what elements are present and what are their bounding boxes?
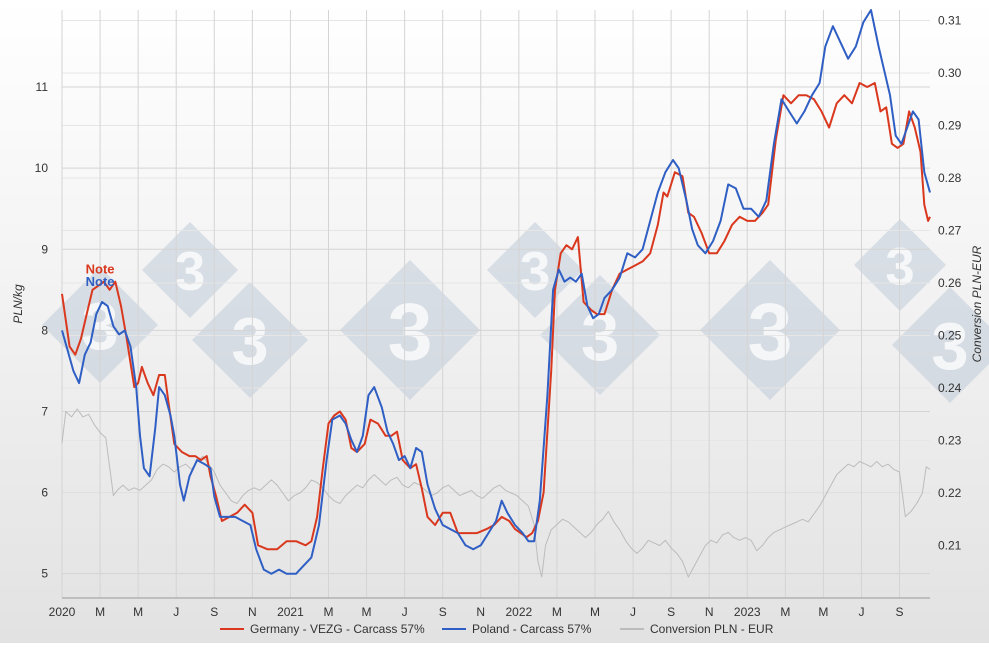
watermark-tile: 3 (892, 287, 989, 403)
x-tick-label: S (439, 605, 447, 619)
x-tick-label: N (705, 605, 714, 619)
x-tick-label: S (896, 605, 904, 619)
y-tick-label-right: 0.27 (938, 224, 962, 238)
watermark-glyph: 3 (231, 304, 268, 379)
watermark-tile: 3 (142, 222, 238, 318)
x-tick-label: M (362, 605, 372, 619)
x-tick-label: M (590, 605, 600, 619)
y-tick-label-left: 11 (36, 80, 49, 94)
watermark-diamond (192, 282, 308, 398)
axis-layer: 5 6 7 8 9 10 11 0.21 0.22 0.23 0.24 0.25 0.26 0.27 0.2… (11, 14, 984, 620)
x-tick-label: 2023 (734, 605, 761, 619)
x-tick-label: M (323, 605, 333, 619)
x-tick-label: M (95, 605, 105, 619)
series-line-0 (61, 82, 931, 551)
y-tick-label-left: 6 (41, 486, 48, 500)
watermark-diamond (487, 222, 583, 318)
y-tick-label-right: 0.26 (938, 276, 962, 290)
y-tick-label-left: 9 (41, 242, 48, 256)
x-tick-label: 2022 (505, 605, 532, 619)
legend: Germany - VEZG - Carcass 57% Poland - Car… (220, 622, 774, 636)
y-tick-label-left: 10 (35, 161, 49, 175)
watermark-diamond (892, 287, 989, 403)
legend-label: Poland - Carcass 57% (472, 622, 592, 636)
y-tick-label-right: 0.24 (938, 381, 962, 395)
x-tick-label: N (248, 605, 257, 619)
x-tick-label: S (210, 605, 218, 619)
x-tick-label: N (476, 605, 485, 619)
watermark-glyph: 3 (931, 309, 968, 384)
y-tick-label-right: 0.21 (938, 539, 962, 553)
x-tick-label: J (402, 605, 408, 619)
x-tick-label: J (173, 605, 179, 619)
annotation-note: Note (86, 262, 115, 277)
x-tick-label: S (667, 605, 675, 619)
y-tick-label-right: 0.28 (938, 171, 962, 185)
series-line-2 (61, 408, 931, 578)
y-tick-label-left: 5 (41, 567, 48, 581)
x-tick-label: M (133, 605, 143, 619)
x-tick-label: M (552, 605, 562, 619)
y-tick-label-right: 0.31 (938, 14, 962, 28)
series-layer (61, 9, 931, 578)
x-tick-label: M (780, 605, 790, 619)
x-tick-label: M (818, 605, 828, 619)
y-tick-label-right: 0.30 (938, 66, 962, 80)
grid-layer (61, 10, 930, 599)
watermark-glyph: 3 (175, 240, 206, 302)
y-tick-label-right: 0.29 (938, 119, 962, 133)
watermark-tile: 3 (487, 222, 583, 318)
legend-label: Conversion PLN - EUR (650, 622, 774, 636)
series-line-1 (61, 9, 931, 575)
legend-label: Germany - VEZG - Carcass 57% (250, 622, 425, 636)
y-tick-label-right: 0.22 (938, 486, 962, 500)
x-tick-label: J (630, 605, 636, 619)
annotation-note: Note (86, 274, 115, 289)
y-tick-label-right: 0.25 (938, 329, 962, 343)
y-tick-label-right: 0.23 (938, 434, 962, 448)
x-tick-label: 2021 (277, 605, 304, 619)
y-axis-title-left: PLN/kg (11, 284, 25, 324)
watermark-layer: 333 333 333 (42, 219, 989, 403)
y-tick-label-left: 7 (41, 404, 48, 418)
watermark-glyph: 3 (520, 240, 551, 302)
watermark-tile: 3 (192, 282, 308, 398)
watermark-glyph: 3 (387, 287, 432, 377)
x-tick-label: 2020 (49, 605, 76, 619)
x-tick-label: J (858, 605, 864, 619)
y-tick-label-left: 8 (41, 323, 48, 337)
y-axis-title-right: Conversion PLN-EUR (970, 245, 984, 362)
